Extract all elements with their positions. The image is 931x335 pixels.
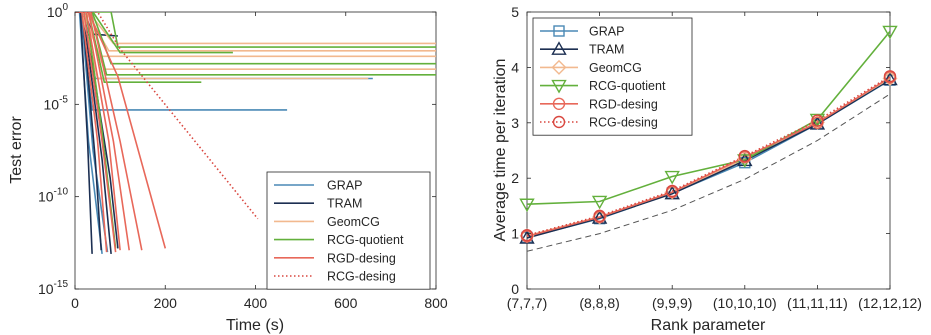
series-line-rcg-desing-0: [75, 12, 259, 220]
legend-label: TRAM: [327, 197, 362, 211]
series-line-rgd-desing-3: [75, 12, 130, 251]
legend-label: TRAM: [589, 43, 624, 57]
axis-ticks: (7,7,7) (8,8,8) (9,9,9) (10,10,10) (11,11,11…: [507, 4, 922, 311]
series-line-rcg-desing: [527, 75, 890, 237]
y-axis-label: Average time per iteration: [492, 59, 509, 242]
data-point-rcg-desing: [883, 70, 897, 83]
legend-label: RCG-quotient: [589, 79, 666, 93]
legend-marker: [552, 115, 566, 129]
x-tick-label: 600: [334, 295, 358, 311]
y-axis-label: Test error: [8, 116, 25, 184]
x-tick-label: (10,10,10): [713, 295, 777, 311]
series-line-rcg-quotient-1: [75, 12, 233, 54]
legend-label: RCG-desing: [589, 116, 658, 130]
series-lines: [75, 12, 436, 254]
series-line-reference: [527, 93, 890, 252]
legend-marker: [551, 41, 567, 55]
legend-box: [532, 17, 693, 136]
legend-label: GeomCG: [589, 61, 642, 75]
series-line-rcg-quotient-2: [75, 12, 436, 65]
x-tick-label: 200: [154, 295, 178, 311]
series-line-grap-3: [75, 12, 109, 253]
x-axis-label: Rank parameter: [651, 317, 766, 334]
series-line-tram: [527, 78, 890, 239]
series-line-rgd-desing-0: [75, 12, 108, 253]
data-point-geomcg: [882, 70, 898, 86]
legend-label: RCG-desing: [327, 270, 396, 284]
y-tick-label: 2: [511, 170, 519, 186]
y-tick-label: 5: [511, 4, 519, 20]
legend-label: RGD-desing: [589, 97, 658, 111]
y-tick-label: 10-10: [38, 187, 68, 205]
series-markers: [519, 25, 898, 244]
x-tick-label: (12,12,12): [858, 295, 922, 311]
data-point-rcg-quotient: [519, 198, 535, 213]
series-line-rgd-desing: [527, 76, 890, 238]
data-point-rcg-quotient: [664, 170, 680, 185]
legend-box: [266, 171, 431, 290]
legend-label: RCG-quotient: [327, 233, 404, 247]
series-line-tram-2: [75, 12, 102, 251]
series-line-geomcg-4: [75, 12, 369, 80]
y-tick-label: 4: [511, 59, 519, 75]
legend-label: GeomCG: [327, 215, 380, 229]
series-line-tram-3: [75, 12, 112, 254]
y-tick-label: 1: [511, 226, 519, 242]
data-point-rcg-desing: [666, 184, 679, 198]
y-tick-label: 10-5: [44, 94, 69, 112]
y-tick-label: 0: [511, 281, 519, 297]
series-lines: [527, 30, 890, 252]
data-point-rcg-desing: [520, 229, 534, 242]
x-tick-label: 0: [71, 295, 79, 311]
legend-label: GRAP: [589, 25, 624, 39]
time-per-iteration-chart: (7,7,7) (8,8,8) (9,9,9) (10,10,10) (11,11,11…: [492, 4, 922, 334]
series-line-rgd-desing-2: [75, 12, 121, 251]
data-point-rcg-desing: [811, 114, 824, 127]
y-tick-label: 3: [511, 115, 519, 131]
x-tick-label: 400: [244, 295, 268, 311]
y-tick-label: 100: [47, 2, 69, 20]
series-line-rgd-desing-5: [75, 12, 167, 249]
x-axis-label: Time (s): [226, 317, 284, 334]
data-point-rcg-quotient: [882, 25, 898, 40]
series-line-geomcg-3: [75, 12, 436, 58]
series-line-rgd-desing-1: [75, 12, 117, 253]
x-tick-label: 800: [424, 295, 448, 311]
legend-marker: [551, 59, 567, 75]
legend-marker: [553, 25, 565, 37]
x-tick-label: (8,8,8): [579, 295, 619, 311]
legend: GRAP TRAM GeomCG RCG-quotient RGD-desing RCG-…: [532, 17, 693, 136]
series-line-rcg-quotient-4: [75, 12, 202, 83]
legend-label: GRAP: [327, 179, 362, 193]
x-tick-label: (7,7,7): [507, 295, 547, 311]
data-point-rcg-desing: [738, 149, 751, 163]
legend-label: RGD-desing: [327, 251, 396, 265]
series-line-rgd-desing-4: [75, 12, 143, 251]
series-line-rcg-quotient-0: [75, 12, 436, 48]
legend-marker: [551, 79, 567, 94]
x-tick-label: (11,11,11): [787, 295, 848, 311]
data-point-rcg-quotient: [591, 195, 608, 210]
axis-ticks: 0 200 400 600 800 100 10-5 10-10 10-15: [38, 2, 448, 311]
y-tick-label: 10-15: [38, 279, 68, 297]
data-point-rcg-desing: [593, 209, 606, 223]
series-line-tram-1: [75, 12, 93, 254]
x-tick-label: (9,9,9): [652, 295, 692, 311]
series-line-rcg-quotient: [527, 30, 890, 205]
legend-marker: [552, 97, 566, 111]
series-line-geomcg-0: [75, 12, 436, 45]
legend: GRAP TRAM GeomCG RCG-quotient RGD-desing RCG-…: [266, 171, 431, 290]
